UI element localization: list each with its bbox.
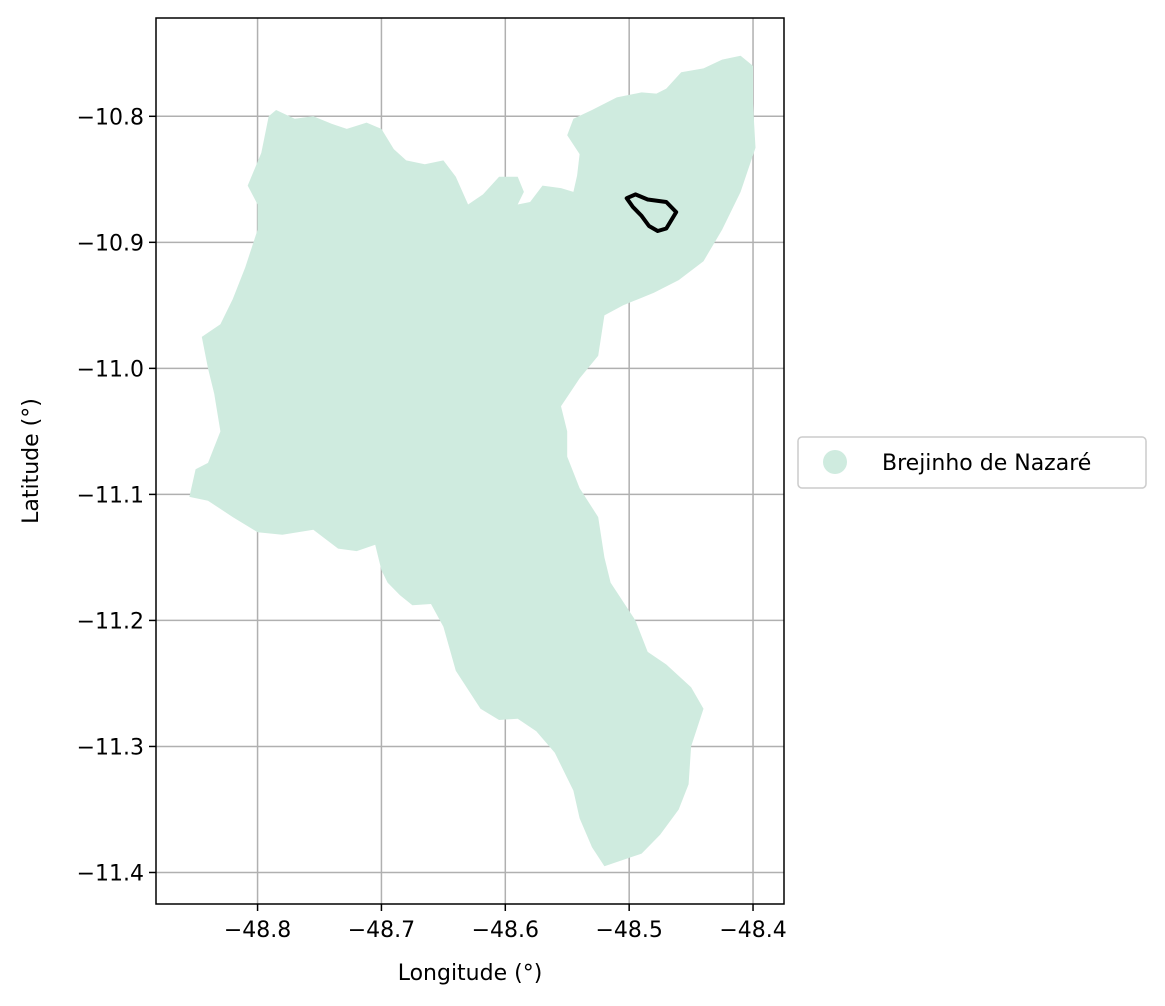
y-axis-ticks: −10.8 −10.9 −11.0 −11.1 −11.2 −11.3 −11.4 [77,105,156,886]
legend-marker [823,450,847,474]
highlight-outline [624,192,679,233]
outline-layer [624,192,679,233]
x-axis-ticks: −48.8 −48.7 −48.6 −48.5 −48.4 [224,904,787,943]
region-brejinho-de-nazare [189,55,756,867]
x-tick-label: −48.4 [719,918,786,943]
x-tick-label: −48.5 [595,918,662,943]
y-tick-label: −11.0 [77,357,144,382]
y-tick-label: −11.4 [77,861,144,886]
y-tick-label: −11.3 [77,735,144,760]
axes-frame [155,17,785,905]
x-tick-label: −48.7 [348,918,415,943]
y-tick-label: −10.9 [77,231,144,256]
legend: Brejinho de Nazaré [797,436,1147,489]
x-tick-label: −48.6 [472,918,539,943]
region-layer [189,55,756,867]
y-tick-label: −10.8 [77,105,144,130]
y-tick-label: −11.1 [77,483,144,508]
y-axis-label: Latitude (°) [19,398,44,524]
x-tick-label: −48.8 [224,918,291,943]
x-axis-label: Longitude (°) [398,961,543,986]
legend-label: Brejinho de Nazaré [882,451,1091,476]
y-tick-label: −11.2 [77,609,144,634]
legend-box [797,436,1147,489]
